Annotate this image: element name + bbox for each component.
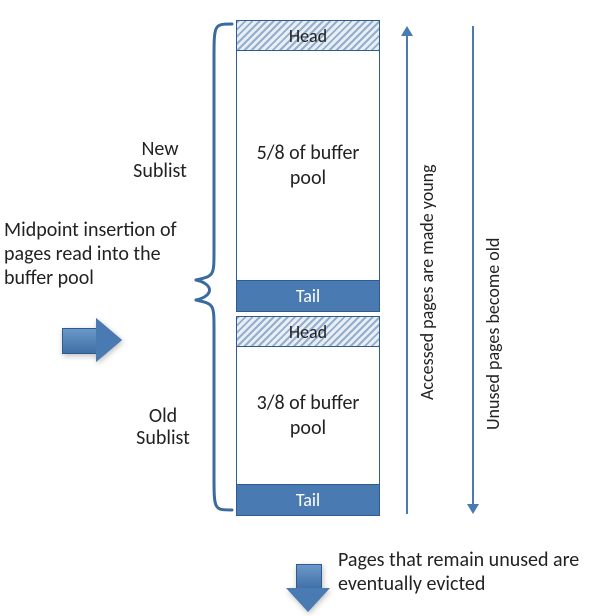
old-body-label: 3/8 of buffer pool	[237, 347, 379, 485]
young-arrow-label: Accessed pages are made young	[416, 70, 438, 400]
new-body-label: 5/8 of buffer pool	[237, 51, 379, 281]
evict-caption: Pages that remain unused are eventually …	[338, 548, 588, 596]
insertion-arrow-icon	[62, 318, 122, 362]
old-tail-label: Tail	[237, 485, 379, 515]
new-sublist-tail: Tail	[236, 280, 380, 312]
old-head-label: Head	[237, 317, 379, 347]
midpoint-insertion-text: Midpoint insertion of pages read into th…	[4, 218, 184, 290]
young-arrow	[400, 26, 414, 514]
new-tail-label: Tail	[237, 281, 379, 311]
evict-arrow-icon	[286, 564, 330, 612]
old-sublist-body: 3/8 of buffer pool	[236, 346, 380, 486]
new-head-label: Head	[237, 21, 379, 51]
new-sublist-body: 5/8 of buffer pool	[236, 50, 380, 282]
old-sublist-head: Head	[236, 316, 380, 348]
new-sublist-head: Head	[236, 20, 380, 52]
old-sublist-tail: Tail	[236, 484, 380, 516]
old-sublist-label: Old Sublist	[128, 405, 198, 449]
old-arrow	[466, 26, 480, 514]
new-sublist-label: New Sublist	[120, 138, 200, 182]
old-arrow-label: Unused pages become old	[482, 130, 504, 430]
